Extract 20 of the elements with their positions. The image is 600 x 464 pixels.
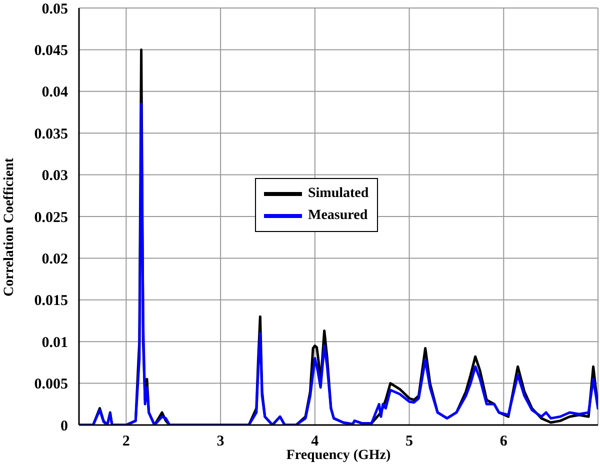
x-axis-title: Frequency (GHz) bbox=[286, 448, 391, 463]
x-tick-label: 4 bbox=[311, 434, 320, 450]
y-tick-label: 0.04 bbox=[42, 84, 68, 101]
y-tick-label: 0.035 bbox=[34, 126, 68, 142]
x-tick-label: 5 bbox=[406, 434, 414, 450]
y-tick-label: 0.025 bbox=[34, 210, 68, 226]
y-axis-title: Correlation Coefficient bbox=[2, 158, 17, 296]
y-tick-label: 0.05 bbox=[42, 1, 68, 18]
y-tick-label: 0.045 bbox=[34, 43, 68, 60]
y-tick-label: 0.015 bbox=[34, 293, 68, 310]
y-tick-label: 0.01 bbox=[42, 334, 68, 351]
x-tick-label: 3 bbox=[216, 434, 224, 450]
y-tick-label: 0 bbox=[60, 418, 68, 434]
x-tick-label: 6 bbox=[500, 434, 508, 450]
legend-label: Measured bbox=[308, 208, 368, 224]
legend-label: Simulated bbox=[308, 186, 369, 202]
x-tick-label: 2 bbox=[122, 434, 130, 450]
y-tick-label: 0.03 bbox=[42, 168, 68, 184]
y-tick-label: 0.005 bbox=[34, 376, 68, 393]
y-tick-label: 0.02 bbox=[42, 252, 68, 268]
